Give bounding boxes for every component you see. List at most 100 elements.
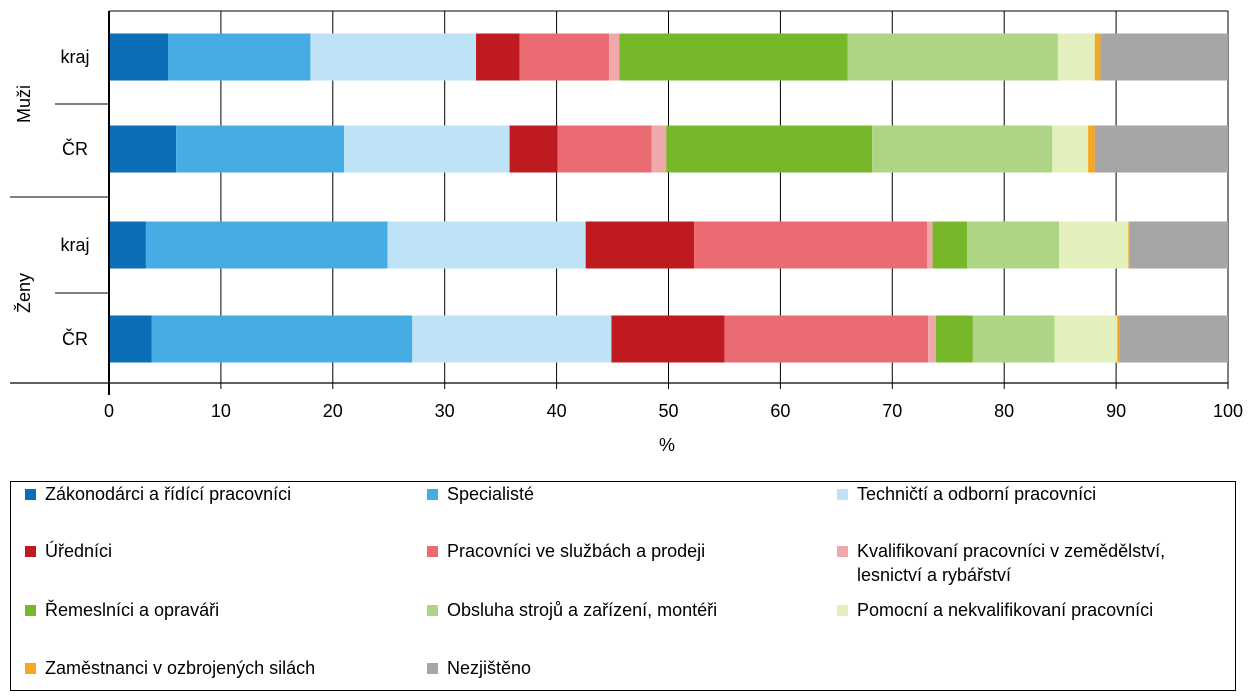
bar-segment	[1100, 33, 1228, 81]
legend-swatch	[837, 605, 848, 616]
legend-item: Řemeslníci a opraváři	[25, 598, 219, 622]
legend-item: Pracovníci ve službách a prodeji	[427, 539, 705, 563]
category-label: ČR	[62, 328, 88, 349]
bar-segment	[168, 33, 311, 81]
legend: Zákonodárci a řídící pracovníci Specialis…	[10, 481, 1236, 691]
bar-segment	[176, 125, 344, 173]
bar-segment	[151, 315, 413, 363]
legend-label: Nezjištěno	[447, 658, 532, 678]
x-tick-label: 60	[770, 401, 790, 421]
legend-label: Techničtí a odborní pracovníci	[857, 484, 1097, 504]
bars	[109, 33, 1228, 363]
bar-segment	[310, 33, 477, 81]
bar-segment	[585, 221, 695, 269]
bar-segment	[1129, 221, 1228, 269]
x-axis-label: %	[659, 435, 675, 455]
bar-segment	[619, 33, 848, 81]
category-label: ČR	[62, 138, 88, 159]
bar-segment	[557, 125, 652, 173]
bar-segment	[1094, 125, 1228, 173]
x-tick-label: 100	[1213, 401, 1243, 421]
x-tick-labels: 0 10 20 30 40 50 60 70 80 90 100	[104, 401, 1243, 421]
legend-label: Řemeslníci a opraváři	[45, 600, 220, 620]
legend-item: Zaměstnanci v ozbrojených silách	[25, 656, 315, 680]
bar-segment	[1128, 221, 1130, 269]
bar-segment	[109, 33, 169, 81]
category-labels: kraj ČR Muži kraj ČR Ženy	[14, 47, 90, 349]
bar-segment	[967, 221, 1060, 269]
bar-segment	[343, 125, 510, 173]
legend-label: Kvalifikovaní pracovníci v zemědělství, …	[857, 541, 1166, 585]
chart-plot: 0 10 20 30 40 50 60 70 80 90 100 kraj ČR Muži kraj ČR Ž…	[10, 10, 1243, 455]
legend-label: Zaměstnanci v ozbrojených silách	[45, 658, 316, 678]
legend-label: Zákonodárci a řídící pracovníci	[45, 484, 292, 504]
x-tick-label: 50	[658, 401, 678, 421]
legend-swatch	[427, 546, 438, 557]
bar-segment	[694, 221, 927, 269]
legend-swatch	[427, 605, 438, 616]
category-label: kraj	[60, 235, 89, 255]
bar-segment	[926, 221, 933, 269]
bar-segment	[847, 33, 1058, 81]
legend-item: Pomocní a nekvalifikovaní pracovníci	[837, 598, 1153, 622]
legend-item: Nezjištěno	[427, 656, 531, 680]
bar-segment	[928, 315, 936, 363]
legend-item: Kvalifikovaní pracovníci v zemědělství, …	[837, 539, 1165, 587]
legend-item: Úředníci	[25, 539, 112, 563]
group-label: Ženy	[14, 273, 34, 313]
group-label: Muži	[14, 85, 34, 123]
legend-item: Zákonodárci a řídící pracovníci	[25, 482, 291, 506]
bar-segment	[387, 221, 586, 269]
bar-segment	[1088, 125, 1095, 173]
bar-segment	[1059, 221, 1129, 269]
bar-segment	[872, 125, 1053, 173]
legend-item: Techničtí a odborní pracovníci	[837, 482, 1096, 506]
bar-segment	[1057, 33, 1095, 81]
bar-segment	[611, 315, 725, 363]
bar-segment	[1054, 315, 1118, 363]
x-tick-label: 30	[435, 401, 455, 421]
bar-segment	[609, 33, 620, 81]
legend-swatch	[427, 489, 438, 500]
x-tick-label: 70	[882, 401, 902, 421]
legend-swatch	[837, 546, 848, 557]
bar-segment	[109, 315, 152, 363]
legend-item: Obsluha strojů a zařízení, montéři	[427, 598, 717, 622]
legend-swatch	[25, 489, 36, 500]
x-tick-label: 40	[547, 401, 567, 421]
legend-swatch	[837, 489, 848, 500]
bar-segment	[109, 221, 146, 269]
legend-label: Pomocní a nekvalifikovaní pracovníci	[857, 600, 1154, 620]
bar-segment	[509, 125, 558, 173]
category-label: kraj	[60, 47, 89, 67]
bar-segment	[932, 221, 968, 269]
bar-segment	[145, 221, 388, 269]
axes	[10, 11, 1229, 395]
legend-swatch	[25, 605, 36, 616]
bar-segment	[972, 315, 1055, 363]
bar-segment	[1117, 315, 1120, 363]
bar-segment	[109, 125, 177, 173]
x-tick-label: 80	[994, 401, 1014, 421]
bar-segment	[519, 33, 610, 81]
bar-segment	[412, 315, 612, 363]
x-tick-label: 20	[323, 401, 343, 421]
legend-item: Specialisté	[427, 482, 534, 506]
bar-segment	[935, 315, 973, 363]
legend-label: Obsluha strojů a zařízení, montéři	[447, 600, 718, 620]
legend-swatch	[25, 663, 36, 674]
bar-segment	[666, 125, 873, 173]
legend-label: Specialisté	[447, 484, 535, 504]
bar-segment	[724, 315, 929, 363]
x-tick-label: 0	[104, 401, 114, 421]
legend-swatch	[25, 546, 36, 557]
bar-segment	[651, 125, 667, 173]
bar-segment	[1094, 33, 1101, 81]
bar-segment	[1119, 315, 1228, 363]
bar-segment	[1052, 125, 1089, 173]
legend-swatch	[427, 663, 438, 674]
x-tick-label: 10	[211, 401, 231, 421]
legend-label: Pracovníci ve službách a prodeji	[447, 541, 706, 561]
bar-segment	[476, 33, 520, 81]
x-tick-label: 90	[1106, 401, 1126, 421]
